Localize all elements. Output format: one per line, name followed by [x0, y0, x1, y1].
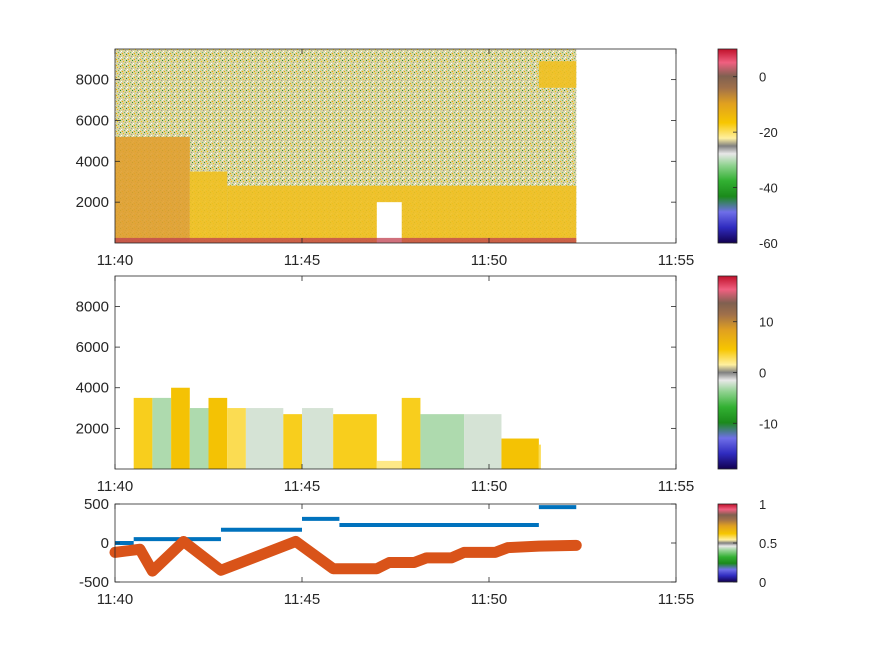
heatmap-region: [189, 171, 228, 243]
heatmap-block: [420, 414, 465, 469]
colorbar-tick-label: 0: [759, 575, 766, 590]
colorbar-2-ticks: 10 0 -10: [733, 315, 778, 431]
colorbar-tick-label: 1: [759, 497, 766, 512]
x-tick-label: 11:45: [284, 591, 320, 608]
x-tick-label: 11:50: [471, 478, 507, 495]
colorbar-tick-label: 0: [759, 70, 766, 85]
y-tick-label: 0: [101, 535, 109, 552]
x-tick-label: 11:55: [658, 252, 694, 269]
x-tick-label: 11:40: [97, 478, 133, 495]
heatmap-region: [538, 61, 577, 88]
colorbar-1: [717, 48, 738, 244]
y-tick-label: 8000: [76, 298, 109, 315]
x-tick-label: 11:50: [471, 591, 507, 608]
y-tick-label: 6000: [76, 339, 109, 356]
heatmap-region: [227, 185, 577, 243]
heatmap-block: [245, 408, 284, 469]
heatmap-region: [115, 136, 190, 243]
x-tick-label: 11:40: [97, 591, 133, 608]
colorbar-tick-label: 10: [759, 315, 773, 330]
heatmap-block: [401, 397, 421, 469]
thick-line-series: [109, 535, 582, 577]
colorbar-tick-label: 0.5: [759, 536, 777, 551]
y-tick-label: 2000: [76, 194, 109, 211]
panel-2-axes: [114, 275, 677, 470]
panel-1-x-ticks: 11:40 11:45 11:50 11:55: [97, 49, 694, 269]
panel-3-axes: [114, 503, 677, 583]
heatmap-block: [501, 438, 539, 469]
panel-1-axes: [114, 48, 677, 244]
heatmap-block: [152, 397, 172, 469]
x-tick-label: 11:50: [471, 252, 507, 269]
y-tick-label: 4000: [76, 153, 109, 170]
x-tick-label: 11:45: [284, 478, 320, 495]
colorbar-1-ticks: 0 -20 -40 -60: [733, 70, 778, 251]
y-tick-label: 2000: [76, 420, 109, 437]
y-tick-label: -500: [79, 574, 109, 591]
heatmap-block: [208, 397, 228, 469]
heatmap-block: [171, 387, 190, 469]
panel-3-y-ticks: 500 0 -500: [79, 496, 676, 591]
colorbar-3-ticks: 10.50: [733, 497, 777, 590]
colorbar-tick-label: -20: [759, 125, 778, 140]
panel-2-y-ticks: 2000 4000 6000 8000: [76, 298, 676, 437]
colorbar-tick-label: -10: [759, 416, 778, 431]
y-tick-label: 4000: [76, 380, 109, 397]
heatmap-block: [227, 408, 246, 469]
y-tick-label: 8000: [76, 72, 109, 89]
y-tick-label: 500: [84, 496, 109, 513]
heatmap-block: [464, 414, 502, 469]
panel-1-y-ticks: 2000 4000 6000 8000: [76, 72, 676, 211]
colorbar-tick-label: -60: [759, 236, 778, 251]
y-tick-label: 6000: [76, 112, 109, 129]
heatmap-block: [133, 397, 153, 469]
surface-layer: [115, 237, 577, 243]
heatmap-block: [302, 408, 334, 469]
heatmap-block: [189, 408, 209, 469]
heatmap-block: [283, 414, 302, 469]
heatmap-block: [333, 414, 377, 469]
heatmap-block: [376, 460, 402, 469]
panel-2-x-ticks: 11:40 11:45 11:50 11:55: [97, 276, 694, 495]
panel-3-x-ticks: 11:40 11:45 11:50 11:55: [97, 504, 694, 608]
heatmap-region: [376, 202, 402, 243]
colorbar-tick-label: -40: [759, 181, 778, 196]
x-tick-label: 11:55: [658, 478, 694, 495]
x-tick-label: 11:55: [658, 591, 694, 608]
panel-3-lines: [109, 505, 582, 577]
panel-2-heatmap: [133, 387, 541, 469]
x-tick-label: 11:40: [97, 252, 133, 269]
x-tick-label: 11:45: [284, 252, 320, 269]
heatmap-block: [538, 444, 541, 469]
panel-1-heatmap: [115, 49, 577, 243]
colorbar-tick-label: 0: [759, 366, 766, 381]
